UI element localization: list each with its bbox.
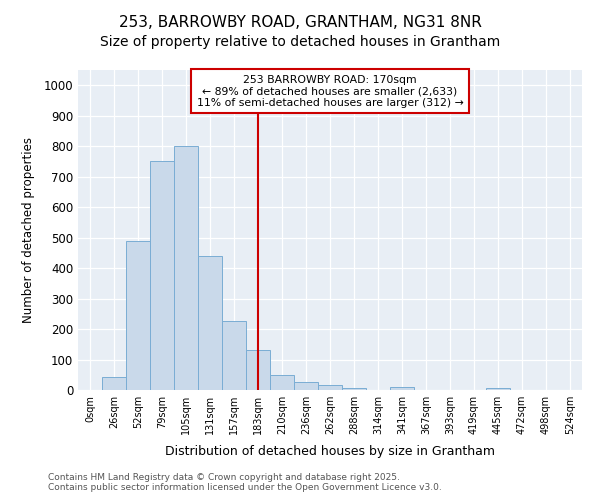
Bar (270, 375, 294, 390)
Bar (342, 388, 366, 390)
Y-axis label: Number of detached properties: Number of detached properties (22, 137, 35, 323)
Bar (294, 382, 318, 390)
Text: 253, BARROWBY ROAD, GRANTHAM, NG31 8NR: 253, BARROWBY ROAD, GRANTHAM, NG31 8NR (119, 15, 481, 30)
Bar (150, 162, 174, 390)
Bar (174, 146, 198, 390)
Bar (198, 256, 222, 390)
Bar (486, 388, 510, 390)
Bar (246, 350, 270, 390)
Bar (222, 322, 246, 390)
Text: 253 BARROWBY ROAD: 170sqm
← 89% of detached houses are smaller (2,633)
11% of se: 253 BARROWBY ROAD: 170sqm ← 89% of detac… (197, 75, 463, 108)
Bar (390, 387, 414, 390)
Text: Size of property relative to detached houses in Grantham: Size of property relative to detached ho… (100, 35, 500, 49)
Bar (318, 386, 342, 390)
Bar (102, 377, 126, 390)
Text: Contains HM Land Registry data © Crown copyright and database right 2025.
Contai: Contains HM Land Registry data © Crown c… (48, 473, 442, 492)
Bar (126, 240, 150, 390)
X-axis label: Distribution of detached houses by size in Grantham: Distribution of detached houses by size … (165, 446, 495, 458)
